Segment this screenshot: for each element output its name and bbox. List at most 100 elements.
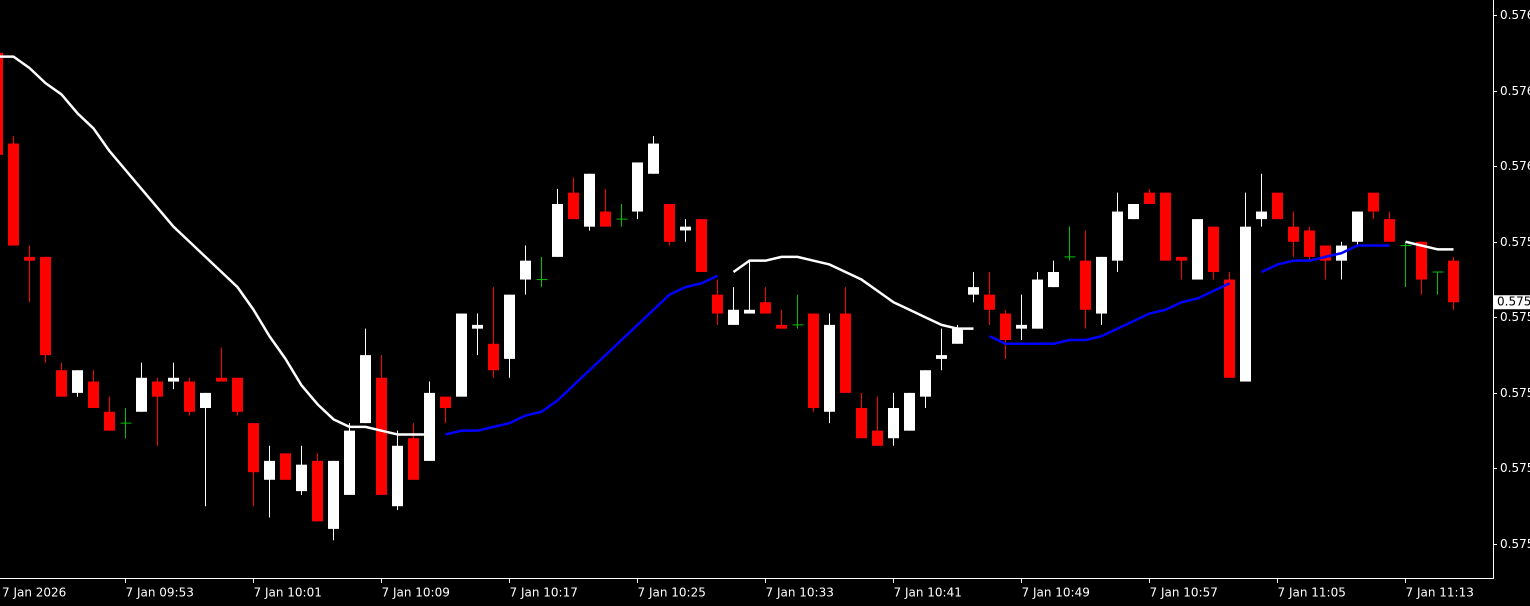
candle-body <box>760 302 771 314</box>
x-tick-label: 7 Jan 10:33 <box>766 586 834 600</box>
candle-body <box>1192 219 1203 280</box>
y-tick-label: 0.576 <box>1500 159 1530 173</box>
candle-body <box>1144 192 1155 204</box>
candle-body <box>648 143 659 174</box>
candle-body <box>200 392 211 408</box>
candle-body <box>504 294 515 359</box>
x-tick-label: 7 Jan 10:09 <box>382 586 450 600</box>
candle-body <box>1080 260 1091 310</box>
candle-body <box>1272 192 1283 220</box>
candle-body <box>856 408 867 439</box>
candle-body <box>1448 260 1459 303</box>
candle-body <box>328 460 339 529</box>
candle-body <box>104 411 115 431</box>
candle-body <box>728 309 739 325</box>
indicator-line <box>0 55 1454 436</box>
y-tick-label: 0.575 <box>1500 461 1530 475</box>
candle-body <box>264 460 275 480</box>
candle-body <box>1256 211 1267 220</box>
candle-body <box>1176 256 1187 261</box>
candle-body <box>920 370 931 397</box>
candle-body <box>984 294 995 310</box>
candle-body <box>8 143 19 246</box>
candle-body <box>664 204 675 242</box>
candle-body <box>88 381 99 408</box>
candle-body <box>872 430 883 446</box>
candle-body <box>632 162 643 212</box>
candle-body <box>296 464 307 492</box>
candle-body <box>168 377 179 382</box>
candle-body <box>456 313 467 397</box>
candle-body <box>680 226 691 231</box>
candle-body <box>0 52 3 155</box>
x-tick-label: 7 Jan 11:05 <box>1278 586 1346 600</box>
x-tick-label: 7 Jan 10:25 <box>638 586 706 600</box>
candle-body <box>408 438 419 480</box>
current-price-box <box>1494 295 1530 310</box>
candle-body <box>232 377 243 412</box>
candle-body <box>888 408 899 439</box>
candle-body <box>1224 279 1235 378</box>
candle-body <box>280 453 291 480</box>
candle-body <box>376 377 387 495</box>
y-tick-label: 0.576 <box>1500 8 1530 22</box>
x-tick-label: 7 Jan 09:53 <box>126 586 194 600</box>
candle-body <box>584 173 595 227</box>
candle-body <box>568 192 579 220</box>
candle-body <box>1000 313 1011 340</box>
candle-body <box>360 355 371 424</box>
candle-body <box>216 377 227 382</box>
indicator-line <box>445 244 1390 436</box>
x-tick-label: 7 Jan 10:01 <box>254 586 322 600</box>
candle-body <box>248 423 259 473</box>
candle-body <box>1128 204 1139 220</box>
y-tick-label: 0.576 <box>1500 84 1530 98</box>
x-tick-label: 7 Jan 10:41 <box>894 586 962 600</box>
candle-body <box>184 381 195 412</box>
candle-body <box>1288 226 1299 242</box>
candle-body <box>488 343 499 371</box>
candle-body <box>152 381 163 397</box>
candle-body <box>424 392 435 461</box>
candle-body <box>1304 230 1315 257</box>
candle-body <box>1032 279 1043 329</box>
candle-body <box>1352 211 1363 242</box>
candle-body <box>72 370 83 393</box>
candle-body <box>1016 324 1027 329</box>
candle-body <box>552 204 563 257</box>
candle-body <box>1240 226 1251 382</box>
candle-body <box>776 324 787 329</box>
y-tick-label: 0.575 <box>1500 537 1530 551</box>
candle-body <box>808 313 819 408</box>
candle-body <box>1048 272 1059 288</box>
current-price-label: 0.575 <box>1497 295 1530 309</box>
candle-body <box>1384 219 1395 242</box>
candle-body <box>600 211 611 227</box>
y-tick-label: 0.575 <box>1500 235 1530 249</box>
candle-body <box>1368 192 1379 212</box>
candle-body <box>712 294 723 314</box>
candle-body <box>696 219 707 272</box>
x-tick-label: 7 Jan 10:57 <box>1150 586 1218 600</box>
candle-body <box>968 287 979 295</box>
candle-body <box>1320 245 1331 261</box>
y-tick-label: 0.575 <box>1500 386 1530 400</box>
candle-body <box>840 313 851 393</box>
candle-body <box>952 328 963 344</box>
candle-body <box>1160 192 1171 261</box>
candle-body <box>344 430 355 495</box>
candle-body <box>136 377 147 412</box>
candle-body <box>904 392 915 431</box>
candle-body <box>24 256 35 261</box>
x-tick-label: 7 Jan 10:49 <box>1022 586 1090 600</box>
x-tick-label: 7 Jan 2026 <box>2 586 66 600</box>
candle-body <box>520 260 531 280</box>
candle-body <box>312 460 323 522</box>
y-tick-label: 0.575 <box>1500 310 1530 324</box>
candle-body <box>744 309 755 314</box>
x-tick-label: 7 Jan 10:17 <box>510 586 578 600</box>
candle-body <box>56 370 67 397</box>
candle-body <box>936 355 947 359</box>
